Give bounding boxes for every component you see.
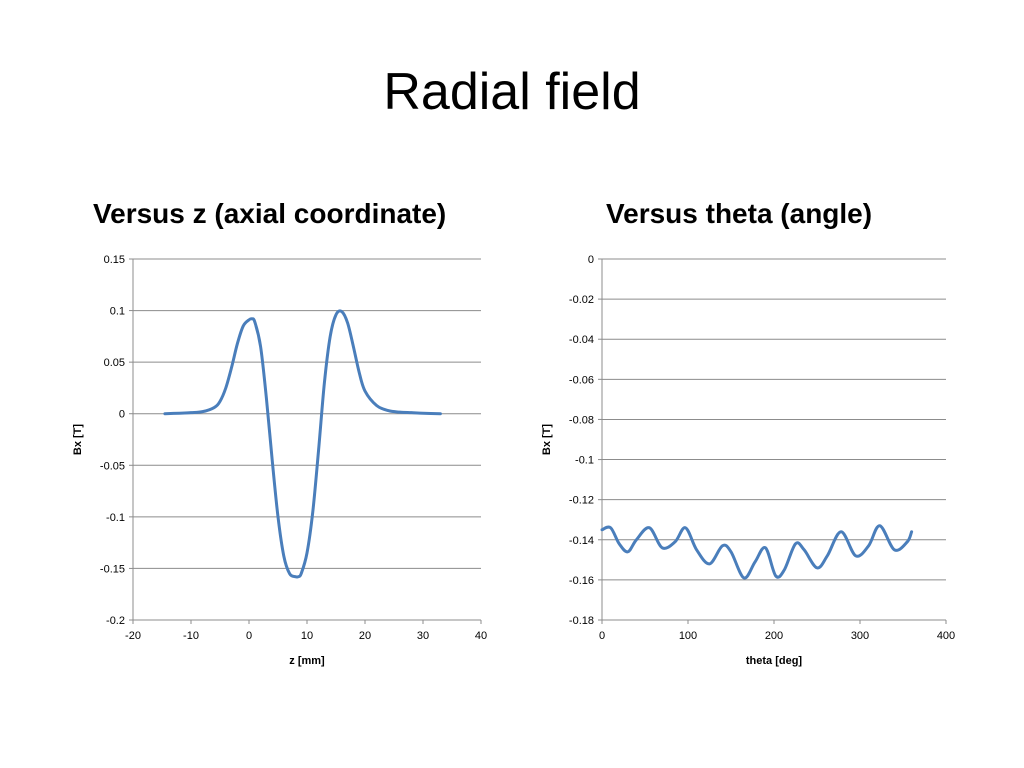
series-line: [600, 524, 914, 580]
y-axis-title: Bx [T]: [541, 424, 553, 456]
y-tick-label: -0.1: [575, 455, 594, 467]
x-tick-label: 200: [765, 630, 783, 642]
y-tick-label: 0.05: [104, 357, 125, 369]
y-tick-label: -0.04: [569, 334, 594, 346]
x-axis-title: theta [deg]: [746, 655, 803, 667]
y-tick-label: -0.02: [569, 294, 594, 306]
x-tick-label: 30: [417, 630, 429, 642]
x-tick-label: 100: [679, 630, 697, 642]
y-tick-label: -0.14: [569, 535, 594, 547]
x-axis-title: z [mm]: [289, 655, 325, 667]
chart-theta: 0 -0.02 -0.04 -0.06 -0.08 -0.1 -0.12 -0.14 -0.16…: [541, 254, 955, 667]
x-tick-label: -10: [183, 630, 199, 642]
x-tick-label: 0: [599, 630, 605, 642]
y-tick-label: 0.1: [110, 306, 125, 318]
chart-z: 0.15 0.1 0.05 0 -0.05 -0.1 -0.15 -0.2-20 -10 0 10 2…: [72, 254, 487, 667]
x-tick-label: 10: [301, 630, 313, 642]
y-tick-label: 0: [119, 409, 125, 421]
x-tick-label: -20: [125, 630, 141, 642]
x-tick-label: 20: [359, 630, 371, 642]
y-tick-label: -0.05: [100, 460, 125, 472]
y-tick-label: -0.18: [569, 615, 594, 627]
y-tick-label: -0.2: [106, 615, 125, 627]
y-tick-label: -0.1: [106, 512, 125, 524]
x-tick-label: 0: [246, 630, 252, 642]
slide-title: Radial field: [383, 63, 641, 121]
series-line: [163, 309, 442, 579]
y-tick-label: -0.16: [569, 575, 594, 587]
y-tick-label: -0.12: [569, 495, 594, 507]
y-tick-label: -0.15: [100, 563, 125, 575]
y-tick-label: 0.15: [104, 254, 125, 266]
y-tick-label: -0.06: [569, 374, 594, 386]
y-tick-label: -0.08: [569, 414, 594, 426]
x-tick-label: 40: [475, 630, 487, 642]
chart-title-theta: Versus theta (angle): [606, 198, 873, 229]
x-tick-label: 400: [937, 630, 955, 642]
x-tick-label: 300: [851, 630, 869, 642]
chart-title-z: Versus z (axial coordinate): [93, 198, 447, 229]
y-axis-title: Bx [T]: [72, 424, 84, 456]
y-tick-label: 0: [588, 254, 594, 266]
